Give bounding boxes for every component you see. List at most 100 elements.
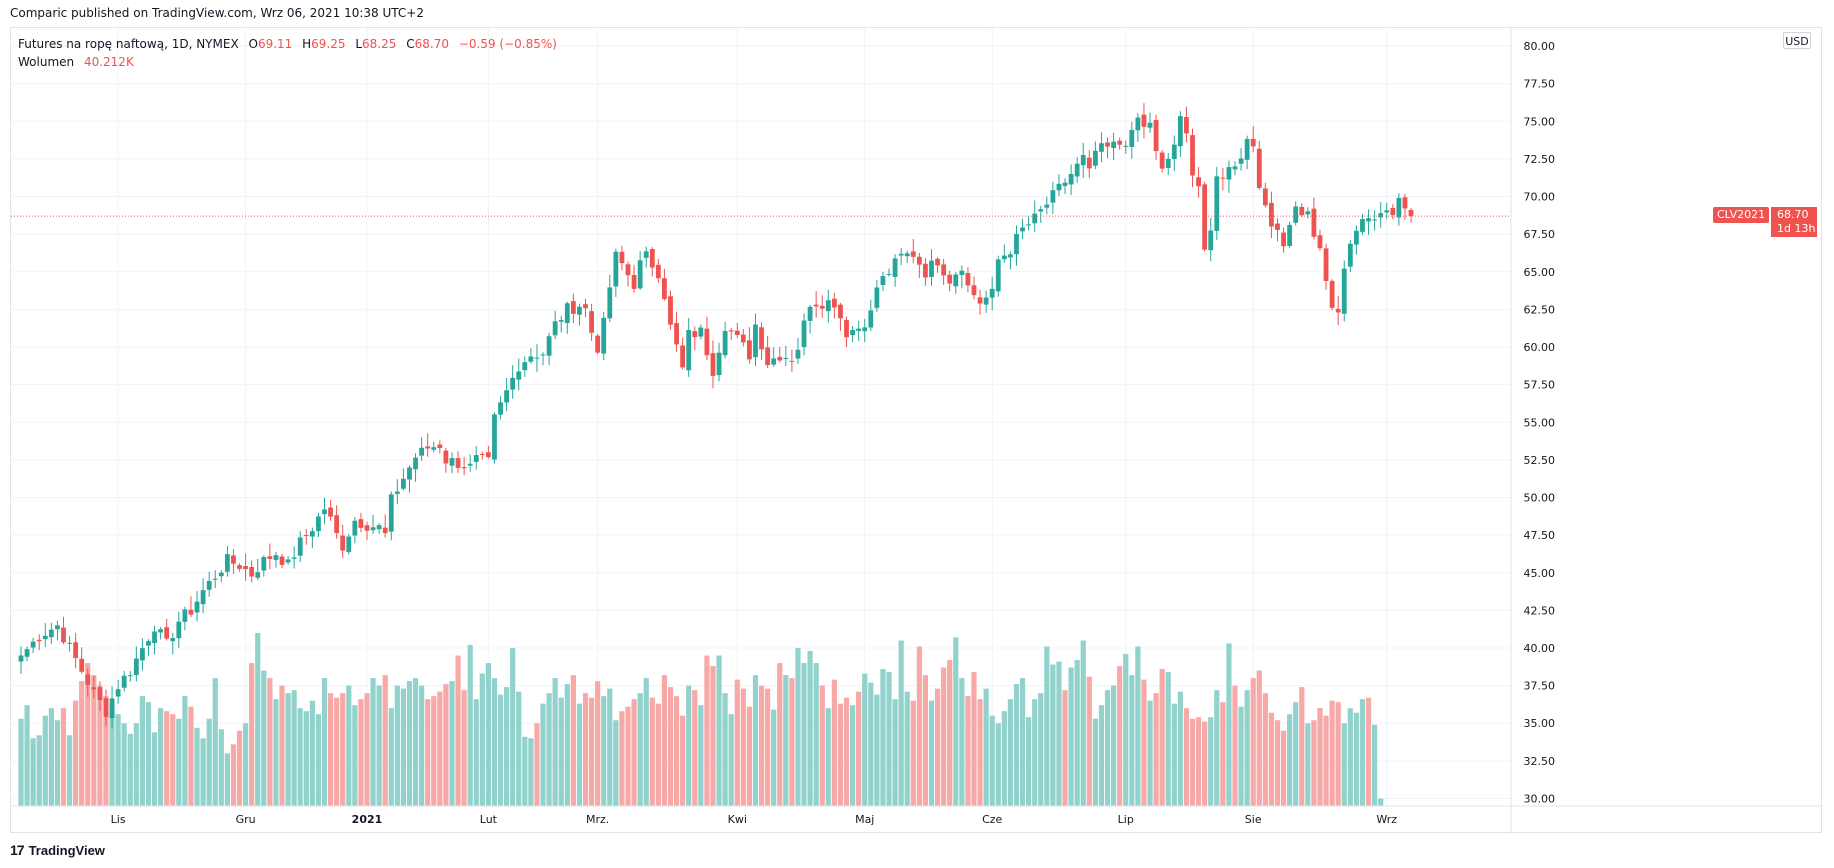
- volume-label[interactable]: Wolumen: [18, 55, 75, 69]
- candle: [1014, 225, 1019, 266]
- candle-body: [1080, 155, 1086, 166]
- tradingview-logo[interactable]: 17 TradingView: [10, 842, 105, 858]
- chart-frame[interactable]: 30.00 32.50 35.00 37.50 40.00 42.50 45.00 47.50…: [10, 27, 1823, 834]
- candle-body: [249, 567, 255, 577]
- candle: [1269, 191, 1274, 239]
- volume-bar: [85, 663, 91, 806]
- candle: [1220, 168, 1226, 191]
- candle: [206, 571, 212, 597]
- candle-body: [534, 357, 540, 359]
- volume-bar: [843, 697, 850, 806]
- candle-body: [1275, 223, 1280, 230]
- volume-bar: [200, 738, 206, 806]
- volume-bar: [552, 678, 558, 806]
- volume-bar: [212, 678, 218, 806]
- volume-bar: [601, 696, 607, 806]
- volume-bar: [734, 679, 740, 806]
- candle-body: [947, 274, 953, 284]
- candle: [783, 345, 789, 367]
- candle-body: [492, 414, 497, 460]
- candle-body: [929, 260, 934, 277]
- candle-body: [862, 327, 868, 332]
- candle-body: [831, 298, 837, 308]
- candle-body: [1396, 197, 1402, 218]
- candle-body: [795, 349, 801, 359]
- candle: [844, 316, 849, 348]
- candle: [637, 251, 643, 290]
- candle: [1026, 215, 1032, 231]
- volume-bar: [789, 678, 795, 806]
- volume-bar: [1092, 718, 1098, 806]
- candle: [662, 268, 667, 301]
- candle-body: [886, 273, 892, 275]
- volume-bar: [910, 700, 916, 806]
- volume-bar: [388, 708, 394, 806]
- volume-bar: [1378, 798, 1384, 806]
- candle-body: [376, 525, 382, 530]
- candle: [674, 311, 679, 352]
- candle: [728, 327, 734, 340]
- candle: [1001, 244, 1007, 263]
- candle-body: [668, 296, 673, 325]
- volume-bar: [249, 663, 255, 806]
- volume-bar: [807, 651, 813, 806]
- candle-body: [498, 402, 503, 415]
- volume-bar: [758, 685, 765, 806]
- candle-body: [856, 328, 862, 331]
- volume-bar: [728, 714, 734, 806]
- price-tick-label: 75.00: [1524, 115, 1556, 128]
- volume-bar: [473, 699, 479, 806]
- candle-body: [1068, 174, 1074, 185]
- candle-body: [1226, 167, 1232, 180]
- volume-bar: [1329, 700, 1335, 806]
- candle: [164, 618, 170, 641]
- candle: [831, 292, 837, 319]
- candle: [947, 270, 953, 292]
- candle-body: [1056, 183, 1062, 191]
- candle: [249, 560, 255, 583]
- volume-bar: [941, 667, 947, 806]
- candle-body: [473, 455, 479, 462]
- volume-bar: [279, 685, 285, 806]
- volume-bar: [1141, 679, 1147, 806]
- volume-bar: [467, 644, 473, 806]
- symbol-name[interactable]: Futures na ropę naftową, 1D, NYMEX: [18, 37, 239, 51]
- time-tick-label: Gru: [236, 813, 256, 826]
- candle: [619, 245, 625, 271]
- candle: [267, 543, 273, 570]
- candle: [534, 344, 540, 372]
- candle: [1281, 227, 1286, 253]
- candle-body: [765, 347, 771, 366]
- candle: [467, 454, 473, 472]
- volume-bar: [692, 690, 698, 806]
- candle-body: [601, 317, 607, 354]
- volume-bar: [370, 678, 376, 806]
- candle-body: [698, 327, 704, 337]
- candle-body: [85, 674, 91, 685]
- volume-bar: [1317, 708, 1323, 806]
- candle: [85, 667, 91, 697]
- candle: [425, 433, 431, 457]
- volume-bar: [704, 655, 710, 806]
- volume-bar: [485, 663, 491, 806]
- candle-body: [334, 515, 340, 534]
- candle-body: [152, 631, 157, 644]
- candle-body: [273, 555, 279, 560]
- candle-body: [1390, 207, 1396, 215]
- currency-button[interactable]: USD: [1783, 32, 1811, 49]
- candle-body: [212, 578, 218, 580]
- candlestick-chart[interactable]: 30.00 32.50 35.00 37.50 40.00 42.50 45.00 47.50…: [11, 28, 1823, 834]
- price-tick-label: 60.00: [1524, 341, 1556, 354]
- volume-bar: [1086, 676, 1092, 806]
- candle-body: [1281, 232, 1286, 247]
- candle: [862, 318, 868, 343]
- volume-bar: [1123, 654, 1129, 806]
- price-tick-label: 72.50: [1524, 153, 1556, 166]
- candle-body: [1032, 213, 1038, 224]
- volume-bar: [1341, 723, 1347, 806]
- volume-bar: [1287, 714, 1293, 806]
- candle: [1123, 140, 1129, 154]
- candle-body: [316, 516, 321, 532]
- volume-bar: [765, 688, 771, 806]
- candle: [795, 337, 801, 364]
